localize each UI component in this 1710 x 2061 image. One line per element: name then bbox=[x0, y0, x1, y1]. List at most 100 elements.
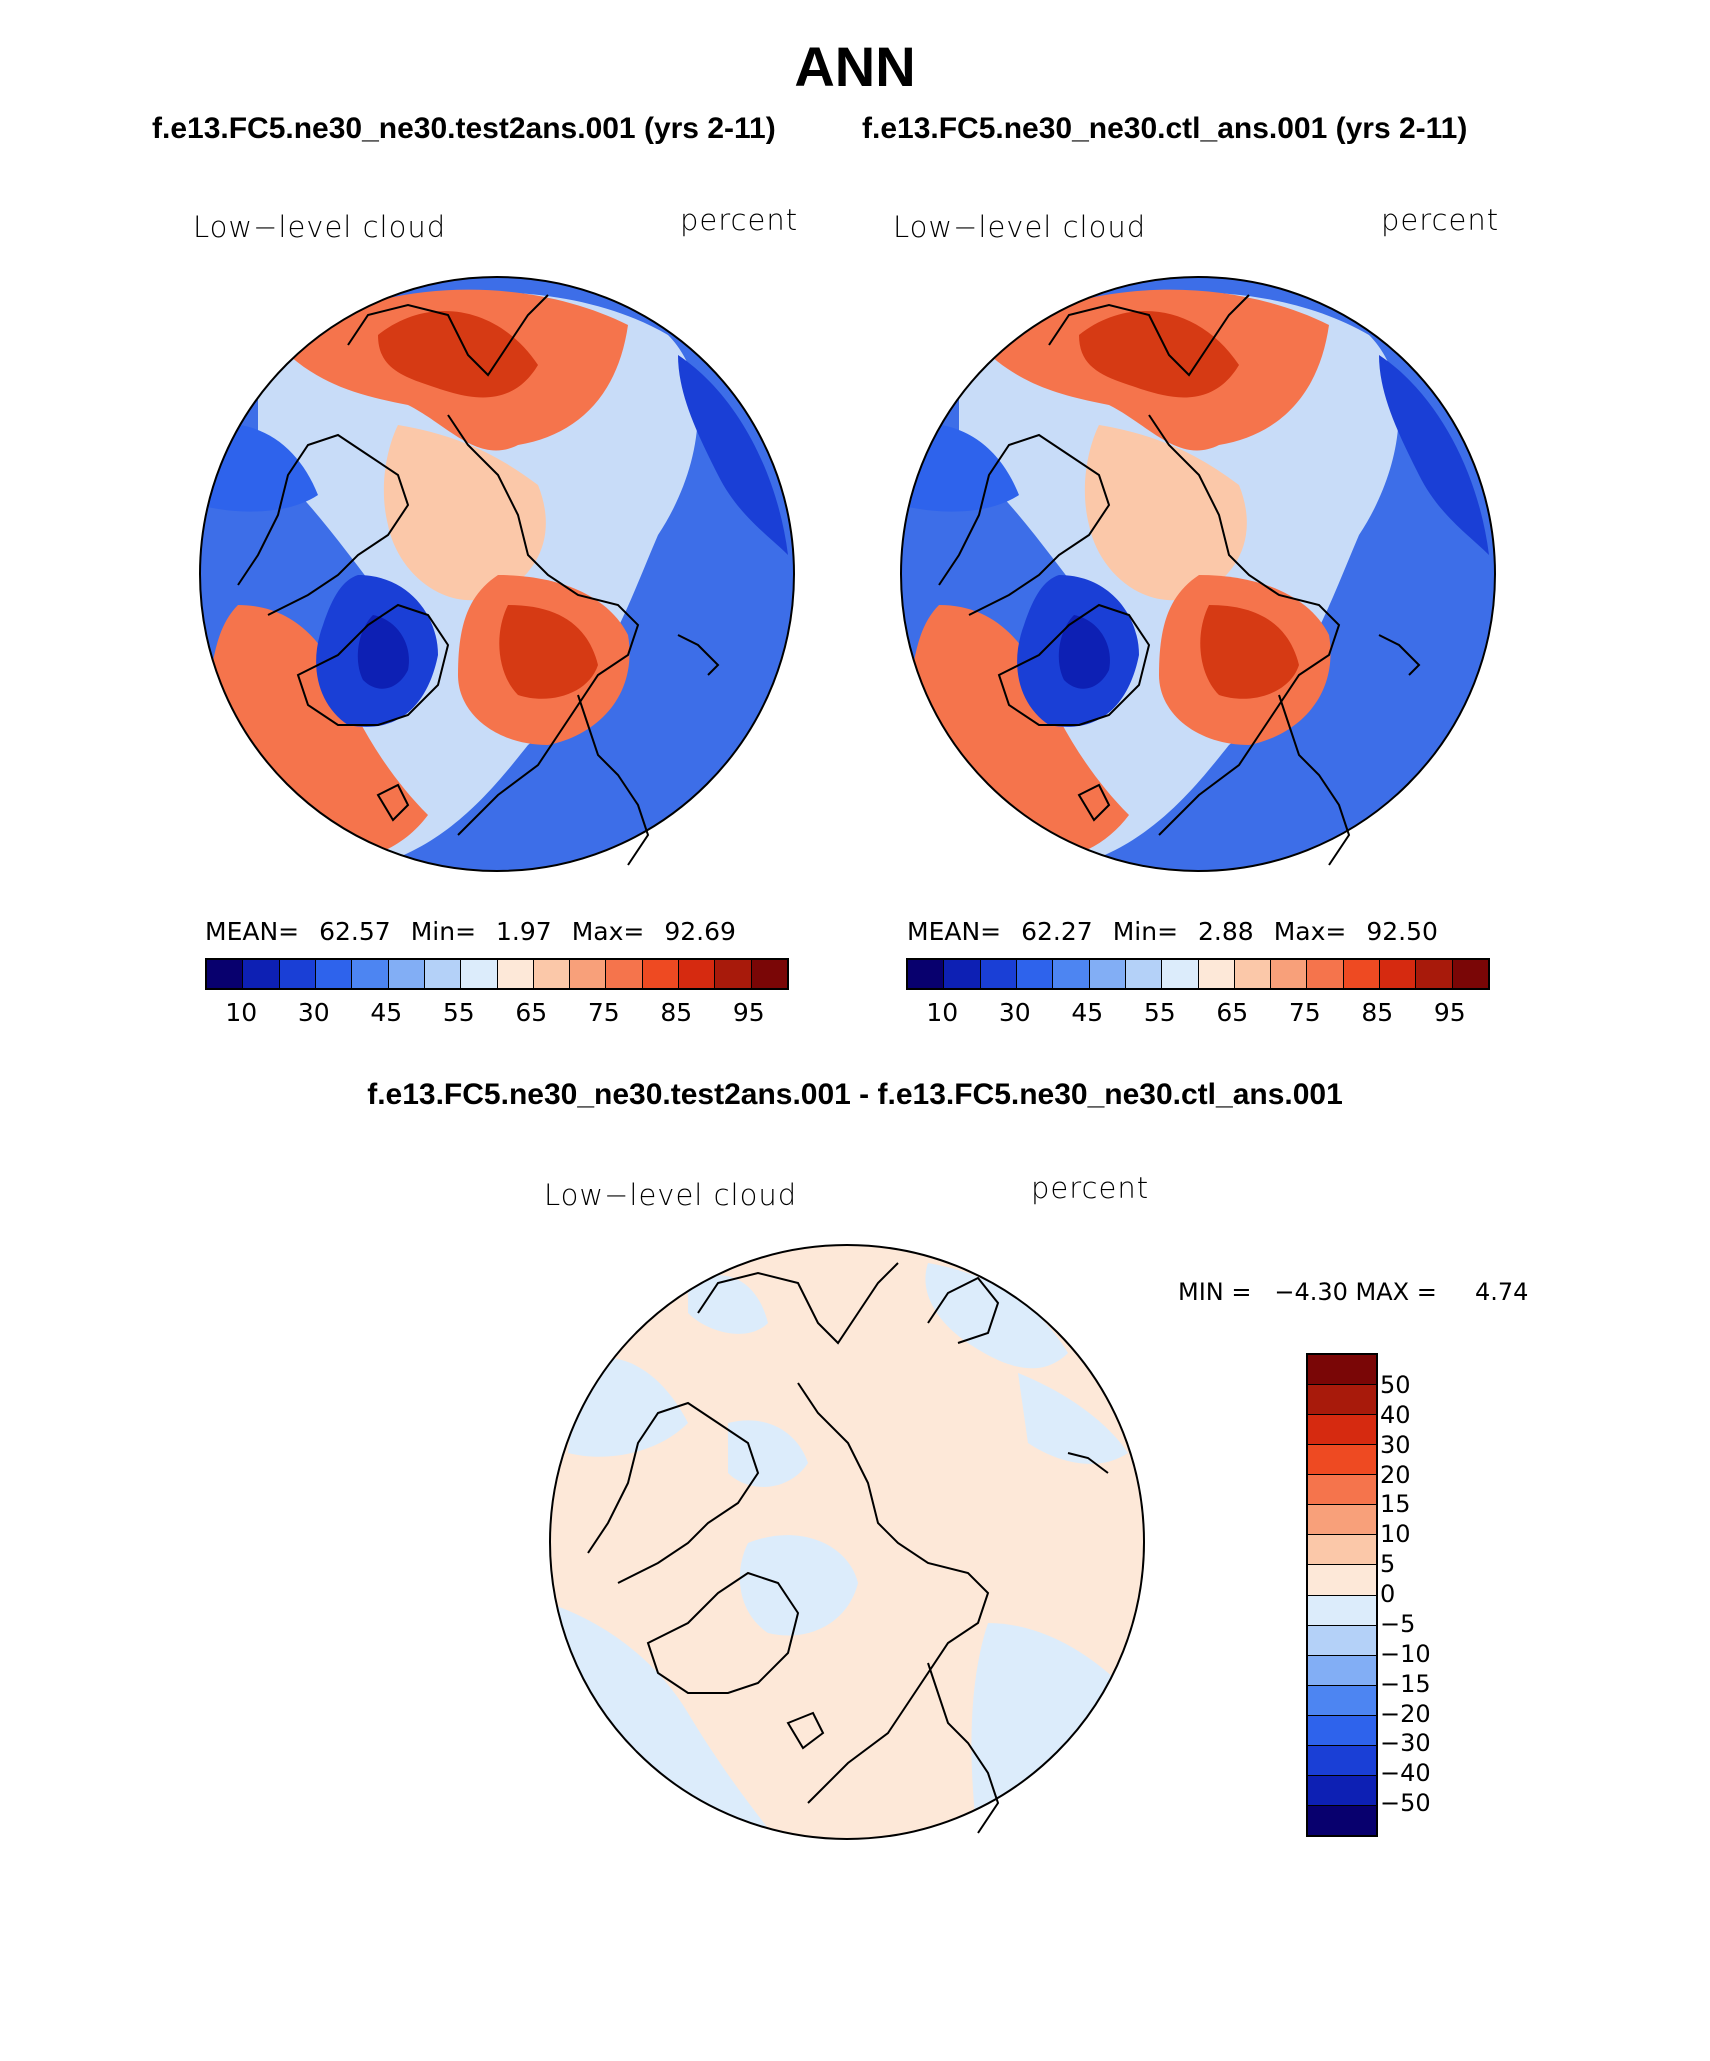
panel2-colorbar-swatch bbox=[908, 960, 945, 988]
panel1-colorbar-swatch bbox=[642, 960, 680, 988]
diff-colorbar-tick-label: 0 bbox=[1380, 1580, 1396, 1608]
diff-colorbar-tick-label: 50 bbox=[1380, 1370, 1411, 1399]
panel2-max-value: 92.50 bbox=[1366, 917, 1438, 946]
panel2-units-label: percent bbox=[1381, 203, 1500, 237]
panel2-colorbar-ticks: 10 30 45 55 65 75 85 95 bbox=[906, 998, 1490, 1028]
diff-colorbar-swatch bbox=[1308, 1745, 1376, 1776]
difference-colorbar bbox=[1306, 1353, 1378, 1837]
panel2-colorbar-swatch bbox=[1162, 960, 1199, 988]
panel1-polar-map bbox=[199, 276, 795, 872]
diff-colorbar-swatch bbox=[1308, 1685, 1376, 1716]
diff-units-label: percent bbox=[1031, 1171, 1150, 1205]
panel2-colorbar-swatch bbox=[1380, 960, 1417, 988]
diff-colorbar-tick-label: −10 bbox=[1380, 1639, 1431, 1668]
panel2-colorbar-swatch bbox=[1198, 960, 1235, 988]
panel1-min-label: Min= bbox=[410, 917, 477, 946]
diff-colorbar-swatch bbox=[1308, 1565, 1376, 1596]
panel2-colorbar-swatch bbox=[1271, 960, 1308, 988]
diff-colorbar-swatch bbox=[1308, 1715, 1376, 1746]
diff-colorbar-tick-label: 15 bbox=[1380, 1490, 1411, 1519]
panel1-colorbar-tick-label: 95 bbox=[732, 998, 765, 1027]
plot-title: ANN bbox=[794, 35, 916, 98]
difference-colorbar-ticks: 50 40 30 20 15 10 5 0 −5 −10 −15 −20 −30 −40 −50 bbox=[1380, 1355, 1460, 1833]
panel1-colorbar-swatch bbox=[424, 960, 462, 988]
panel1-units-label: percent bbox=[680, 203, 799, 237]
panel2-colorbar-tick-label: 10 bbox=[926, 998, 959, 1027]
panel1-colorbar-tick-label: 45 bbox=[370, 998, 403, 1027]
panel2-colorbar-swatch bbox=[1452, 960, 1488, 988]
panel1-mean-label: MEAN= bbox=[205, 917, 300, 946]
panel1-min-value: 1.97 bbox=[496, 917, 552, 946]
panel1-colorbar-tick-label: 65 bbox=[515, 998, 548, 1027]
diff-colorbar-tick-label: −30 bbox=[1380, 1729, 1431, 1758]
panel1-colorbar-swatch bbox=[497, 960, 534, 988]
panel1-colorbar-ticks: 10 30 45 55 65 75 85 95 bbox=[205, 998, 789, 1028]
diff-colorbar-swatch bbox=[1308, 1655, 1376, 1686]
panel1-variable-label: Low−level cloud bbox=[193, 210, 447, 244]
panel2-colorbar bbox=[906, 958, 1490, 990]
panel1-max-value: 92.69 bbox=[664, 917, 736, 946]
panel1-colorbar-swatch bbox=[461, 960, 498, 988]
panel2-colorbar-tick-label: 30 bbox=[998, 998, 1031, 1027]
diff-variable-label: Low−level cloud bbox=[544, 1178, 798, 1212]
panel1-colorbar-swatch bbox=[243, 960, 280, 988]
diff-colorbar-tick-label: −20 bbox=[1380, 1699, 1431, 1728]
difference-title: f.e13.FC5.ne30_ne30.test2ans.001 - f.e13… bbox=[367, 1078, 1343, 1111]
panel1-colorbar-swatch bbox=[279, 960, 316, 988]
diff-colorbar-tick-label: 10 bbox=[1380, 1520, 1411, 1549]
panel1-colorbar-swatch bbox=[533, 960, 571, 988]
diff-colorbar-swatch bbox=[1308, 1775, 1376, 1806]
difference-polar-map bbox=[549, 1244, 1145, 1840]
diff-colorbar-swatch bbox=[1308, 1805, 1376, 1835]
panel1-max-label: Max= bbox=[571, 917, 645, 946]
panel2-colorbar-tick-label: 65 bbox=[1216, 998, 1249, 1027]
panel2-min-label: Min= bbox=[1112, 917, 1179, 946]
panel2-polar-map bbox=[900, 276, 1496, 872]
panel1-colorbar-swatch bbox=[606, 960, 643, 988]
panel2-mean-value: 62.27 bbox=[1021, 917, 1093, 946]
diff-colorbar-tick-label: −15 bbox=[1380, 1669, 1431, 1698]
diff-minmax: MIN = −4.30 MAX = 4.74 bbox=[1178, 1278, 1529, 1306]
panel1-mean-value: 62.57 bbox=[319, 917, 391, 946]
diff-colorbar-swatch bbox=[1308, 1385, 1376, 1416]
panel1-colorbar-tick-label: 85 bbox=[660, 998, 693, 1027]
diff-colorbar-swatch bbox=[1308, 1595, 1376, 1626]
panel1-colorbar-swatch bbox=[352, 960, 389, 988]
panel2-colorbar-tick-label: 95 bbox=[1433, 998, 1466, 1027]
diff-colorbar-tick-label: 30 bbox=[1380, 1430, 1411, 1459]
panel2-colorbar-swatch bbox=[1053, 960, 1090, 988]
panel2-stats: MEAN= 62.27 Min= 2.88 Max= 92.50 bbox=[907, 917, 1458, 946]
panel2-colorbar-swatch bbox=[1125, 960, 1163, 988]
panel2-colorbar-swatch bbox=[1307, 960, 1344, 988]
panel2-colorbar-swatch bbox=[980, 960, 1017, 988]
panel2-colorbar-tick-label: 85 bbox=[1361, 998, 1394, 1027]
diff-colorbar-swatch bbox=[1308, 1475, 1376, 1506]
panel1-colorbar-swatch bbox=[751, 960, 787, 988]
panel2-colorbar-swatch bbox=[1234, 960, 1272, 988]
panel1-colorbar-swatch bbox=[315, 960, 353, 988]
diff-colorbar-tick-label: −40 bbox=[1380, 1759, 1431, 1788]
panel1-colorbar-tick-label: 75 bbox=[587, 998, 620, 1027]
diff-colorbar-swatch bbox=[1308, 1625, 1376, 1656]
diff-colorbar-tick-label: 40 bbox=[1380, 1400, 1411, 1429]
panel2-mean-label: MEAN= bbox=[907, 917, 1002, 946]
panel1-colorbar-swatch bbox=[207, 960, 244, 988]
panel2-colorbar-swatch bbox=[944, 960, 981, 988]
panel2-max-label: Max= bbox=[1273, 917, 1347, 946]
case-title-ctl: f.e13.FC5.ne30_ne30.ctl_ans.001 (yrs 2-1… bbox=[862, 112, 1468, 145]
panel1-colorbar-swatch bbox=[715, 960, 752, 988]
diff-colorbar-swatch bbox=[1308, 1505, 1376, 1536]
diff-colorbar-swatch bbox=[1308, 1355, 1376, 1386]
diff-colorbar-tick-label: −50 bbox=[1380, 1789, 1431, 1818]
diff-colorbar-tick-label: 5 bbox=[1380, 1550, 1396, 1579]
panel1-colorbar-swatch bbox=[679, 960, 716, 988]
panel1-colorbar-tick-label: 55 bbox=[442, 998, 475, 1027]
panel2-colorbar-tick-label: 55 bbox=[1143, 998, 1176, 1027]
panel1-stats: MEAN= 62.57 Min= 1.97 Max= 92.69 bbox=[205, 917, 756, 946]
diff-colorbar-tick-label: 20 bbox=[1380, 1460, 1411, 1489]
panel1-colorbar-swatch bbox=[570, 960, 607, 988]
panel2-colorbar-swatch bbox=[1343, 960, 1381, 988]
panel2-variable-label: Low−level cloud bbox=[893, 210, 1147, 244]
panel1-colorbar bbox=[205, 958, 789, 990]
diff-colorbar-swatch bbox=[1308, 1535, 1376, 1566]
